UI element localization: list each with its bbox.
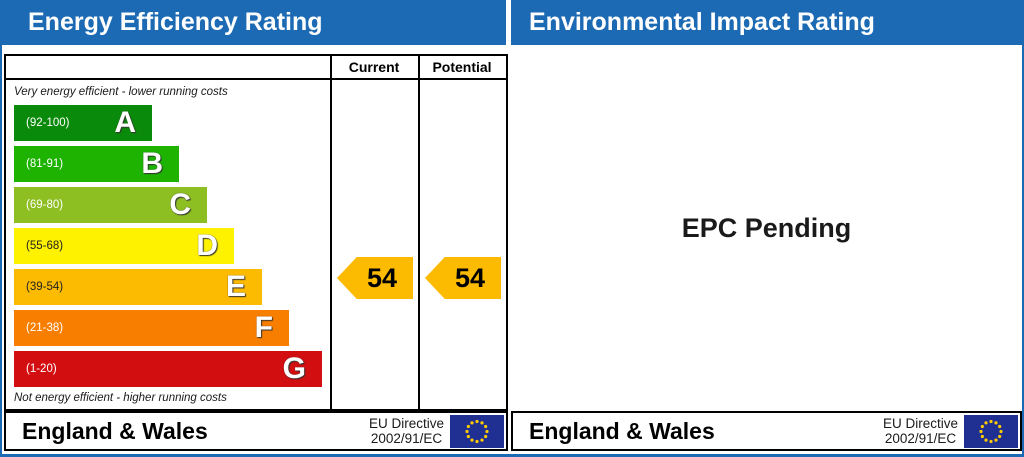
band-bar-e: (39-54) E: [14, 269, 262, 305]
band-row-e: (39-54) E: [14, 269, 330, 305]
environmental-panel-title: Environmental Impact Rating: [511, 0, 1022, 45]
band-letter: G: [282, 352, 306, 385]
band-range-label: (1-20): [26, 363, 57, 375]
band-row-a: (92-100) A: [14, 105, 330, 141]
eu-flag-icon: [450, 414, 504, 448]
band-letter: B: [141, 147, 163, 180]
bands: (92-100) A (81-91) B (69-80) C (55-68) D (39-54)…: [14, 105, 330, 387]
energy-panel-title: Energy Efficiency Rating: [2, 0, 506, 45]
energy-footer: England & Wales EU Directive 2002/91/EC: [4, 411, 508, 451]
eu-directive-line2: 2002/91/EC: [370, 431, 443, 446]
band-row-g: (1-20) G: [14, 351, 330, 387]
current-rating-arrow: 54: [337, 257, 413, 299]
band-row-b: (81-91) B: [14, 146, 330, 182]
region-label: England & Wales: [22, 417, 208, 444]
band-bar-b: (81-91) B: [14, 146, 179, 182]
band-range-label: (92-100): [26, 117, 70, 129]
rating-table-header-row: Current Potential: [6, 56, 506, 80]
eu-directive-label: EU Directive 2002/91/EC: [369, 416, 444, 446]
eu-directive-line1: EU Directive: [368, 416, 444, 431]
band-row-c: (69-80) C: [14, 187, 330, 223]
current-value-column: 54: [330, 56, 418, 409]
band-row-d: (55-68) D: [14, 228, 330, 264]
band-letter: E: [225, 270, 246, 303]
rating-bands-area: Very energy efficient - lower running co…: [6, 82, 330, 409]
environmental-footer: England & Wales EU Directive 2002/91/EC: [511, 411, 1022, 451]
epc-pending-message: EPC Pending: [681, 212, 852, 243]
eu-directive-line2: 2002/91/EC: [884, 431, 957, 446]
band-letter: C: [169, 188, 191, 221]
band-range-label: (69-80): [26, 199, 64, 211]
efficiency-note-bottom: Not energy efficient - higher running co…: [14, 392, 227, 404]
band-row-f: (21-38) F: [14, 310, 330, 346]
efficiency-note-top: Very energy efficient - lower running co…: [14, 86, 228, 98]
energy-rating-table: Current Potential Very energy efficient …: [4, 54, 508, 411]
eu-flag-icon: [964, 414, 1018, 448]
band-letter: A: [114, 106, 136, 139]
environmental-panel-body: EPC Pending: [511, 45, 1022, 411]
potential-rating-arrow: 54: [425, 257, 501, 299]
band-bar-c: (69-80) C: [14, 187, 207, 223]
band-bar-a: (92-100) A: [14, 105, 152, 141]
region-label: England & Wales: [529, 417, 715, 444]
band-range-label: (39-54): [26, 281, 64, 293]
band-range-label: (21-38): [26, 322, 64, 334]
band-range-label: (55-68): [26, 240, 64, 252]
potential-column-header: Potential: [432, 59, 492, 75]
eu-directive-line1: EU Directive: [882, 416, 958, 431]
band-range-label: (81-91): [26, 158, 64, 170]
band-letter: D: [196, 229, 218, 262]
band-letter: F: [254, 311, 273, 344]
eu-directive-label: EU Directive 2002/91/EC: [883, 416, 958, 446]
band-bar-f: (21-38) F: [14, 310, 289, 346]
potential-value-column: 54: [418, 56, 506, 409]
band-bar-d: (55-68) D: [14, 228, 234, 264]
current-column-header: Current: [348, 59, 400, 75]
band-bar-g: (1-20) G: [14, 351, 322, 387]
